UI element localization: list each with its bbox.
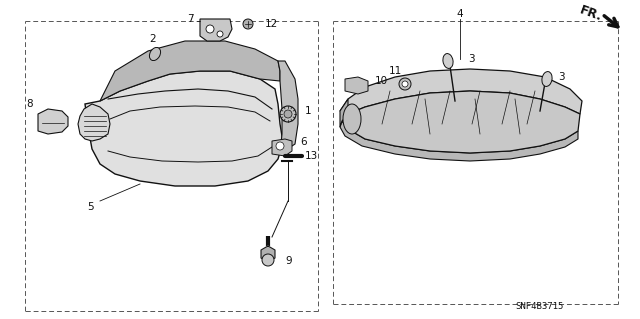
Polygon shape	[200, 19, 232, 41]
Polygon shape	[345, 77, 368, 94]
Polygon shape	[100, 41, 280, 101]
Polygon shape	[278, 61, 298, 154]
Text: 12: 12	[265, 19, 278, 29]
Ellipse shape	[542, 71, 552, 86]
Text: SNF4B3715: SNF4B3715	[516, 302, 564, 311]
Text: 6: 6	[300, 137, 307, 147]
Circle shape	[217, 31, 223, 37]
Text: 7: 7	[187, 14, 193, 24]
Text: 3: 3	[468, 54, 475, 64]
Text: 11: 11	[388, 66, 402, 76]
Circle shape	[399, 78, 411, 90]
Circle shape	[284, 110, 292, 118]
Text: 3: 3	[558, 72, 564, 82]
Polygon shape	[261, 246, 275, 262]
Polygon shape	[272, 139, 292, 156]
Circle shape	[402, 81, 408, 87]
Polygon shape	[78, 104, 110, 141]
Circle shape	[280, 106, 296, 122]
Text: 9: 9	[285, 256, 292, 266]
Text: 5: 5	[86, 202, 93, 212]
Polygon shape	[340, 69, 582, 114]
Text: 8: 8	[27, 99, 33, 109]
Polygon shape	[85, 71, 283, 186]
Text: FR.: FR.	[578, 4, 604, 24]
Ellipse shape	[443, 54, 453, 69]
Polygon shape	[38, 109, 68, 134]
Text: 4: 4	[457, 9, 463, 19]
Polygon shape	[340, 99, 348, 127]
Circle shape	[243, 19, 253, 29]
Text: 1: 1	[305, 106, 312, 116]
Ellipse shape	[149, 48, 161, 61]
Circle shape	[262, 254, 274, 266]
Circle shape	[276, 142, 284, 150]
Text: 13: 13	[305, 151, 318, 161]
Circle shape	[206, 25, 214, 33]
Text: 10: 10	[375, 76, 388, 86]
Polygon shape	[340, 121, 578, 161]
Text: 2: 2	[150, 34, 156, 44]
Ellipse shape	[343, 104, 361, 134]
Polygon shape	[342, 91, 580, 153]
